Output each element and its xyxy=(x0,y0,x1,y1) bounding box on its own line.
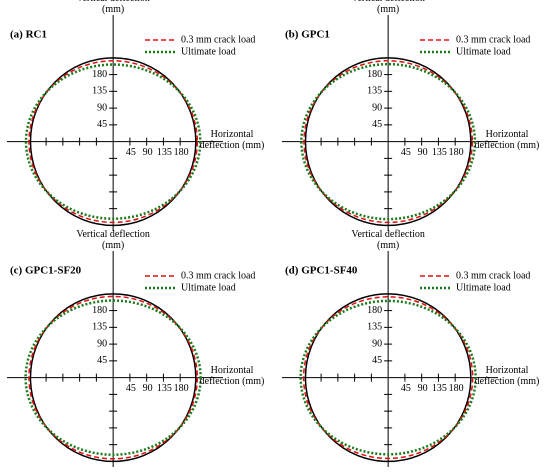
legend-label: 0.3 mm crack load xyxy=(456,270,530,281)
deflection-curve xyxy=(28,295,199,460)
legend-label: 0.3 mm crack load xyxy=(456,34,530,45)
panel: 45 90 135 180 45 90 135 180 0.3 mm crack load Ult… xyxy=(0,229,275,473)
y-axis-label: Vertical deflection (mm) xyxy=(76,229,150,251)
y-tick-label: 45 xyxy=(372,355,382,366)
y-tick-label: 135 xyxy=(367,322,382,333)
y-tick-label: 180 xyxy=(367,305,382,316)
chart-title: (c) GPC1-SF20 xyxy=(10,265,82,277)
y-tick-label: 45 xyxy=(372,119,382,130)
x-tick-label: 135 xyxy=(432,147,447,158)
x-tick-label: 90 xyxy=(418,147,428,158)
y-tick-label: 135 xyxy=(367,86,382,97)
x-tick-label: 45 xyxy=(126,383,136,394)
x-tick-label: 90 xyxy=(418,383,428,394)
legend-label: Ultimate load xyxy=(456,46,511,57)
deflection-curve xyxy=(29,57,197,227)
x-tick-label: 45 xyxy=(401,147,411,158)
x-axis-label: Horizontal deflection (mm) xyxy=(199,128,265,151)
legend-label: Ultimate load xyxy=(456,282,511,293)
chart-title: (b) GPC1 xyxy=(285,29,330,41)
y-tick-label: 135 xyxy=(92,86,107,97)
x-tick-label: 45 xyxy=(126,147,136,158)
y-tick-label: 180 xyxy=(92,305,107,316)
deflection-curve xyxy=(300,62,477,221)
deflection-curve xyxy=(29,293,197,463)
x-tick-label: 45 xyxy=(401,383,411,394)
x-axis-label: Horizontal deflection (mm) xyxy=(474,364,540,387)
x-axis-label: Horizontal deflection (mm) xyxy=(474,128,540,151)
x-tick-label: 180 xyxy=(174,147,189,158)
deflection-curve xyxy=(299,299,477,456)
x-tick-label: 135 xyxy=(157,147,172,158)
y-axis-label: Vertical deflection (mm) xyxy=(351,229,425,251)
deflection-curve xyxy=(304,293,472,463)
deflection-curve xyxy=(302,296,474,460)
legend-label: 0.3 mm crack load xyxy=(181,270,255,281)
y-axis-label: Vertical deflection (mm) xyxy=(351,0,425,15)
y-tick-label: 90 xyxy=(372,102,382,113)
panel: 45 90 135 180 45 90 135 180 0.3 mm crack load Ult… xyxy=(275,0,550,237)
deflection-curve xyxy=(303,60,474,224)
deflection-curve xyxy=(304,57,472,227)
y-tick-label: 180 xyxy=(92,69,107,80)
y-tick-label: 135 xyxy=(92,322,107,333)
x-tick-label: 180 xyxy=(174,383,189,394)
y-tick-label: 45 xyxy=(97,355,107,366)
legend-label: Ultimate load xyxy=(181,46,236,57)
x-tick-label: 90 xyxy=(143,383,153,394)
y-axis-label: Vertical deflection (mm) xyxy=(76,0,150,15)
legend-label: Ultimate load xyxy=(181,282,236,293)
deflection-curve xyxy=(28,60,199,224)
x-axis-label: Horizontal deflection (mm) xyxy=(199,364,265,387)
deflection-curve xyxy=(24,299,202,456)
chart-title: (a) RC1 xyxy=(10,29,47,41)
x-tick-label: 180 xyxy=(449,383,464,394)
y-tick-label: 90 xyxy=(372,338,382,349)
legend-label: 0.3 mm crack load xyxy=(181,34,255,45)
x-tick-label: 135 xyxy=(432,383,447,394)
x-tick-label: 135 xyxy=(157,383,172,394)
x-tick-label: 180 xyxy=(449,147,464,158)
deflection-curve xyxy=(24,63,202,220)
panel: 45 90 135 180 45 90 135 180 0.3 mm crack load Ult… xyxy=(0,0,275,237)
y-tick-label: 90 xyxy=(97,102,107,113)
x-tick-label: 90 xyxy=(143,147,153,158)
chart-title: (d) GPC1-SF40 xyxy=(285,265,358,277)
panel: 45 90 135 180 45 90 135 180 0.3 mm crack load Ult… xyxy=(275,229,550,473)
y-tick-label: 180 xyxy=(367,69,382,80)
y-tick-label: 45 xyxy=(97,119,107,130)
y-tick-label: 90 xyxy=(97,338,107,349)
